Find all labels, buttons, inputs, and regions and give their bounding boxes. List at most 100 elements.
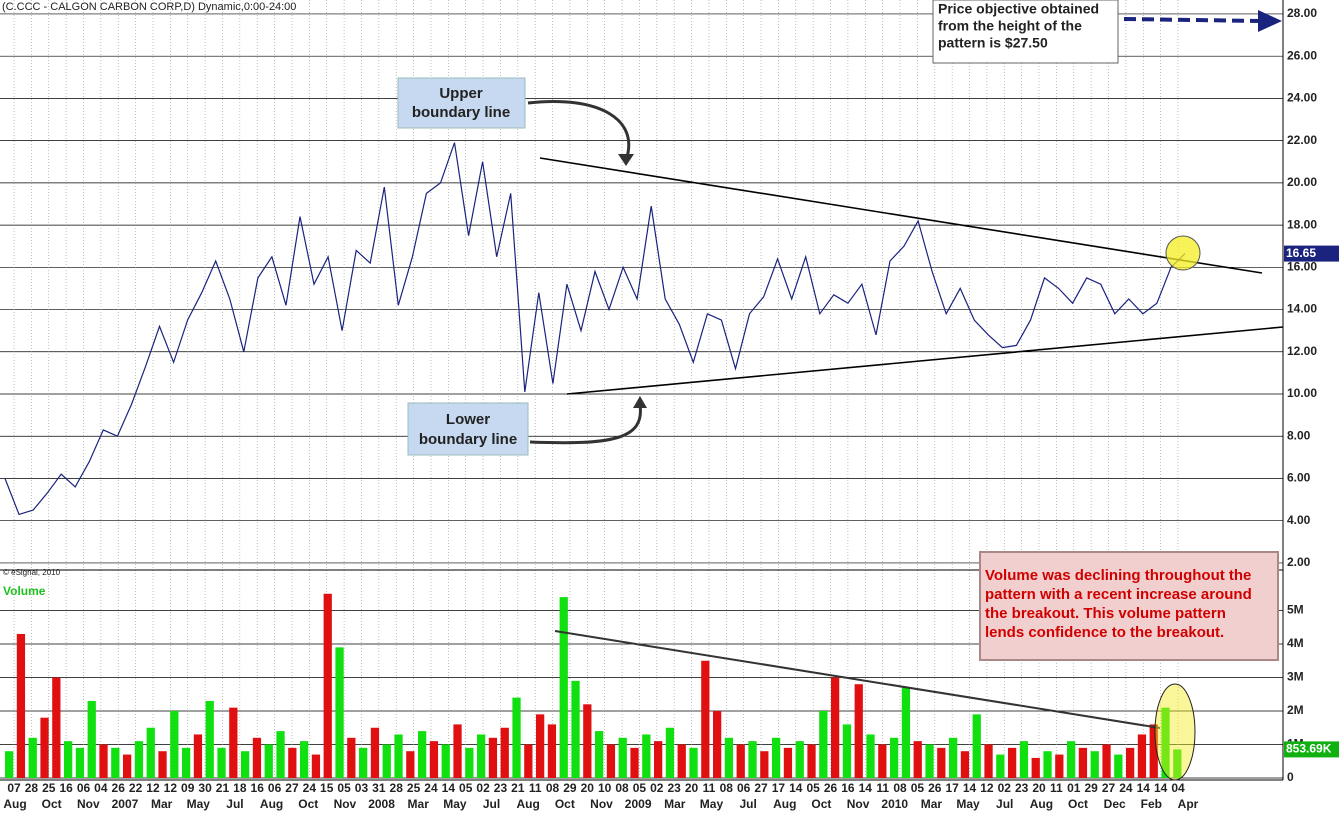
x-day-label: 23 bbox=[667, 781, 681, 795]
volume-bar bbox=[772, 737, 781, 778]
x-period-label: Nov bbox=[77, 797, 100, 811]
price-line bbox=[4, 142, 1186, 516]
x-day-label: 07 bbox=[7, 781, 21, 795]
lower-trendline bbox=[566, 326, 1284, 395]
x-day-label: 03 bbox=[355, 781, 369, 795]
volume-bar bbox=[536, 714, 545, 778]
x-day-label: 17 bbox=[772, 781, 786, 795]
last-value-tag bbox=[1284, 245, 1339, 262]
copyright: © eSignal, 2010 bbox=[3, 568, 61, 577]
volume-bar bbox=[595, 731, 604, 778]
volume-title: Volume bbox=[3, 584, 46, 598]
x-period-label: 2007 bbox=[112, 797, 139, 811]
x-period-label: 2009 bbox=[625, 797, 652, 811]
x-day-label: 29 bbox=[1084, 781, 1098, 795]
volume-bar bbox=[418, 731, 427, 778]
volume-bar bbox=[783, 747, 793, 778]
volume-bar bbox=[1078, 747, 1088, 778]
x-period-label: Nov bbox=[590, 797, 613, 811]
volume-bar bbox=[901, 687, 911, 778]
x-day-label: 11 bbox=[1050, 781, 1063, 795]
volume-bar bbox=[370, 727, 380, 778]
x-day-label: 11 bbox=[876, 781, 889, 795]
x-period-label: Aug bbox=[1030, 797, 1053, 811]
y-tick-label: 4M bbox=[1287, 636, 1304, 650]
volume-bar bbox=[40, 717, 49, 778]
x-day-label: 25 bbox=[407, 781, 421, 795]
volume-bar bbox=[1055, 754, 1064, 778]
y-tick-label: 18.00 bbox=[1287, 217, 1317, 231]
x-day-label: 16 bbox=[841, 781, 855, 795]
volume-bar bbox=[75, 747, 85, 778]
volume-bar bbox=[477, 734, 486, 778]
volume-bar bbox=[146, 727, 155, 778]
volume-bar bbox=[465, 747, 474, 778]
volume-bar bbox=[724, 737, 734, 778]
volume-bar bbox=[1137, 734, 1147, 778]
x-period-label: Jul bbox=[483, 797, 500, 811]
annotation-box bbox=[932, 0, 1119, 64]
x-period-label: Aug bbox=[773, 797, 796, 811]
volume-bar bbox=[252, 737, 262, 778]
volume-bar bbox=[429, 741, 439, 778]
volume-bar bbox=[831, 677, 840, 778]
volume-bar bbox=[123, 754, 132, 778]
upper-trendline bbox=[539, 157, 1263, 274]
volume-bar bbox=[264, 744, 273, 778]
x-day-label: 25 bbox=[42, 781, 56, 795]
x-period-label: Aug bbox=[517, 797, 540, 811]
x-day-label: 14 bbox=[442, 781, 456, 795]
annotation-text: Price objective obtained bbox=[938, 1, 1099, 17]
last-value-label: 16.65 bbox=[1286, 246, 1316, 260]
annotation-text: from the height of the bbox=[938, 18, 1082, 34]
y-tick-label: 6.00 bbox=[1287, 471, 1311, 485]
x-day-label: 27 bbox=[754, 781, 768, 795]
volume-bar bbox=[960, 751, 970, 778]
volume-bar bbox=[559, 597, 568, 778]
x-period-label: Nov bbox=[847, 797, 870, 811]
volume-bar bbox=[229, 707, 238, 778]
volume-bar bbox=[1067, 741, 1076, 778]
annotation-text: lends confidence to the breakout. bbox=[985, 624, 1224, 641]
x-period-label: Oct bbox=[1068, 797, 1088, 811]
x-day-label: 30 bbox=[198, 781, 212, 795]
annotation-box bbox=[397, 77, 526, 129]
x-day-label: 24 bbox=[424, 781, 438, 795]
x-period-label: Aug bbox=[260, 797, 283, 811]
volume-bar bbox=[748, 741, 757, 778]
x-day-label: 08 bbox=[615, 781, 629, 795]
volume-bar bbox=[618, 737, 627, 778]
volume-bar bbox=[890, 737, 899, 778]
volume-bar bbox=[488, 737, 498, 778]
last-value-label: 853.69K bbox=[1286, 742, 1332, 756]
volume-bar bbox=[99, 744, 108, 778]
volume-bar bbox=[512, 697, 521, 778]
volume-bar bbox=[1161, 707, 1170, 778]
x-day-label: 26 bbox=[824, 781, 838, 795]
x-period-label: Mar bbox=[921, 797, 943, 811]
volume-bar bbox=[996, 754, 1005, 778]
x-day-label: 20 bbox=[1032, 781, 1046, 795]
x-period-label: Mar bbox=[408, 797, 430, 811]
volume-bar bbox=[689, 747, 698, 778]
volume-bar bbox=[158, 751, 167, 778]
x-day-label: 08 bbox=[893, 781, 907, 795]
volume-ellipse bbox=[1154, 683, 1196, 781]
volume-bar bbox=[642, 734, 651, 778]
x-day-label: 16 bbox=[251, 781, 265, 795]
volume-bar bbox=[571, 680, 580, 778]
x-period-label: Oct bbox=[42, 797, 62, 811]
arrowhead bbox=[618, 154, 634, 166]
x-day-label: 21 bbox=[216, 781, 230, 795]
x-day-label: 12 bbox=[980, 781, 994, 795]
volume-bar bbox=[854, 684, 863, 778]
volume-bar bbox=[972, 714, 981, 778]
volume-bar bbox=[1043, 751, 1052, 778]
volume-bar bbox=[795, 741, 804, 778]
volume-bar bbox=[760, 751, 769, 778]
volume-trendline bbox=[554, 630, 1161, 729]
x-period-label: Apr bbox=[1178, 797, 1199, 811]
volume-bar bbox=[984, 744, 993, 778]
x-day-label: 14 bbox=[859, 781, 873, 795]
